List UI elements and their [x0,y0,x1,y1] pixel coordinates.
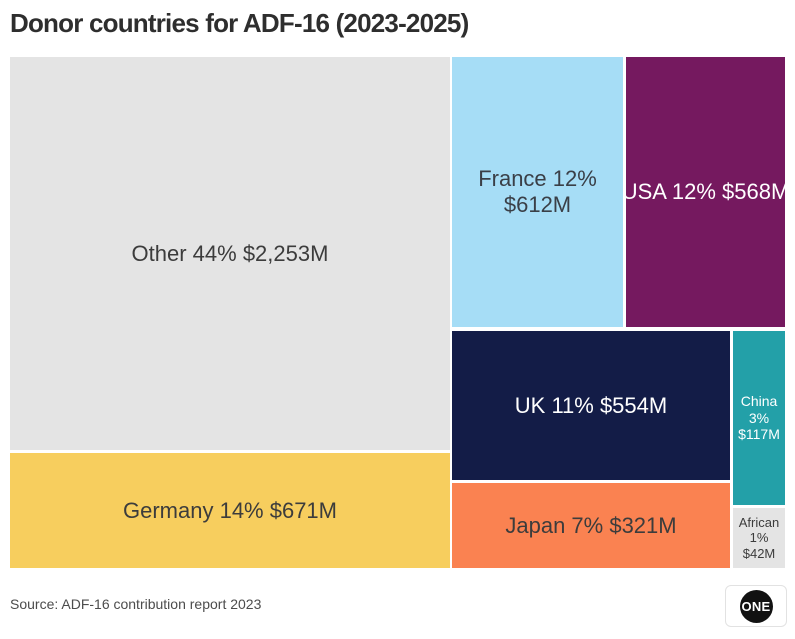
tile-label-line: UK 11% $554M [514,392,668,418]
treemap-tile-china[interactable]: China 3% $117M [733,331,785,505]
treemap-tile-other[interactable]: Other 44% $2,253M [10,57,450,450]
tile-label-line: Japan 7% $321M [505,512,677,538]
tile-label-line: 3% [748,409,770,426]
tile-label-line: Other 44% $2,253M [131,240,329,266]
one-logo-text: ONE [741,598,771,614]
treemap-tile-usa[interactable]: USA 12% $568M [622,57,789,327]
tile-label-line: $612M [503,192,572,217]
tile-label-line: 1% [749,530,769,546]
tile-label-line: France 12% [478,166,597,192]
treemap-tile-japan[interactable]: Japan 7% $321M [452,483,730,568]
tile-label-line: USA 12% $568M [621,179,790,205]
tile-label-line: $42M [742,545,776,561]
treemap-tile-germany[interactable]: Germany 14% $671M [10,453,450,568]
treemap-tile-african[interactable]: African 1% $42M [733,508,785,568]
treemap-tile-france[interactable]: France 12% $612M [452,57,623,327]
tile-label-line: African [738,515,780,530]
tile-label-line: $117M [738,426,780,443]
treemap: Other 44% $2,253M Germany 14% $671M France… [10,57,789,568]
one-logo-circle: ONE [739,589,773,623]
tile-label-line: China [740,393,778,410]
one-logo: ONE [725,585,787,627]
tile-label-line: Germany 14% $671M [123,497,337,523]
source-note: Source: ADF-16 contribution report 2023 [10,596,262,612]
chart-title: Donor countries for ADF-16 (2023-2025) [10,8,469,38]
treemap-tile-uk[interactable]: UK 11% $554M [452,331,730,480]
